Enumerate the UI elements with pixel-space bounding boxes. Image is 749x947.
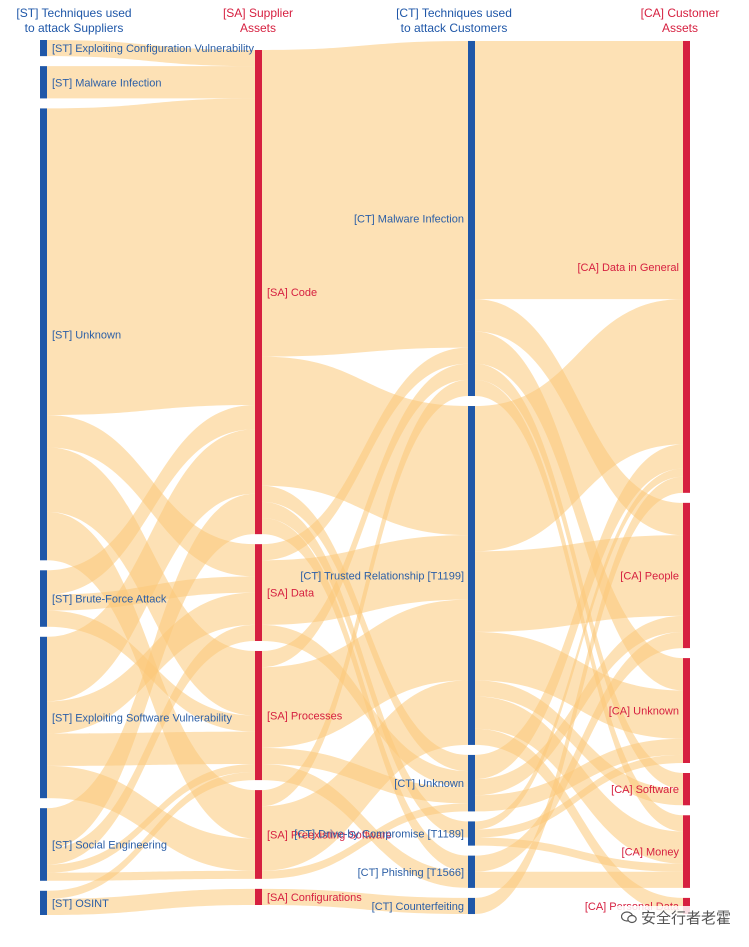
flow-ct_phish-to-ca_people	[475, 631, 683, 872]
label-ct_unk: [CT] Unknown	[394, 778, 464, 790]
flow-sa_pre-to-ct_mal	[262, 379, 468, 807]
label-sa_proc: [SA] Processes	[267, 711, 343, 723]
node-ca_pers[interactable]	[683, 897, 690, 915]
flow-ct_unk-to-ca_unk	[475, 738, 683, 812]
header-supplier-techniques: [ST] Techniques used to attack Suppliers	[4, 6, 144, 36]
flow-sa_proc-to-ct_trust	[262, 599, 468, 748]
flow-st_bfa-to-sa_code	[47, 405, 255, 595]
label-st_osint: [ST] OSINT	[52, 898, 109, 910]
flow-sa_proc-to-ct_mal	[262, 363, 468, 668]
sankey-nodes	[40, 40, 690, 915]
flow-sa_data-to-ct_mal	[262, 347, 468, 561]
label-ct_dbc: [CT] Drive-by Compromise [T1189]	[294, 829, 464, 841]
watermark-text: 安全行者老霍	[640, 910, 731, 927]
header-sa-text: [SA] Supplier Assets	[222, 6, 294, 35]
flow-ct_mal-to-ca_unk	[475, 331, 683, 691]
node-ca_soft[interactable]	[683, 772, 690, 806]
label-ct_phish: [CT] Phishing [T1566]	[358, 867, 464, 879]
node-sa_conf[interactable]	[255, 888, 262, 905]
node-sa_pre[interactable]	[255, 790, 262, 879]
flow-ct_trust-to-ca_pers	[475, 728, 683, 915]
label-st_bfa: [ST] Brute-Force Attack	[52, 594, 167, 606]
header-customer-assets: [CA] Customer Assets	[622, 6, 738, 36]
label-sa_data: [SA] Data	[267, 588, 315, 600]
flow-sa_code-to-ct_unk	[262, 485, 468, 772]
node-sa_data[interactable]	[255, 544, 262, 641]
flow-st_se-to-sa_code	[47, 493, 255, 849]
flow-ct_counter-to-ca_data	[475, 476, 683, 915]
label-ca_data: [CA] Data in General	[578, 262, 680, 274]
node-st_osint[interactable]	[40, 890, 47, 915]
flow-sa_pre-to-ct_trust	[262, 680, 468, 871]
label-ca_unk: [CA] Unknown	[609, 706, 679, 718]
flow-ct_trust-to-ca_soft	[475, 680, 683, 806]
flow-sa_code-to-ct_mal	[262, 40, 468, 357]
node-ct_unk[interactable]	[468, 754, 475, 812]
flow-sa_data-to-ct_trust	[262, 535, 468, 625]
flow-st_mal-to-sa_code	[47, 66, 255, 99]
flow-ct_trust-to-ca_data	[475, 299, 683, 552]
node-sa_code[interactable]	[255, 50, 262, 535]
label-ca_people: [CA] People	[620, 570, 679, 582]
flow-ct_unk-to-ca_people	[475, 615, 683, 796]
flow-ct_dbc-to-ca_unk	[475, 754, 683, 838]
flow-st_se-to-sa_data	[47, 624, 255, 865]
label-st_se: [ST] Social Engineering	[52, 839, 167, 851]
node-ct_mal[interactable]	[468, 40, 475, 397]
label-sa_code: [SA] Code	[267, 287, 317, 299]
flow-st_osint-to-sa_proc	[47, 772, 255, 899]
flow-st_osint-to-sa_conf	[47, 888, 255, 915]
node-st_bfa[interactable]	[40, 570, 47, 627]
node-st_se[interactable]	[40, 808, 47, 881]
header-ca-text: [CA] Customer Assets	[640, 6, 720, 35]
node-st_unk[interactable]	[40, 108, 47, 561]
label-st_ecv: [ST] Exploiting Configuration Vulnerabil…	[52, 43, 254, 55]
flow-st_esv-to-sa_code	[47, 429, 255, 702]
flow-st_se-to-sa_pre	[47, 870, 255, 881]
label-ca_money: [CA] Money	[622, 847, 680, 859]
label-st_esv: [ST] Exploiting Software Vulnerability	[52, 712, 232, 724]
node-st_ecv[interactable]	[40, 40, 47, 57]
label-sa_conf: [SA] Configurations	[267, 892, 362, 904]
node-ca_unk[interactable]	[683, 658, 690, 763]
node-st_mal[interactable]	[40, 66, 47, 99]
wechat-icon	[620, 911, 637, 924]
flow-ct_trust-to-ca_unk	[475, 631, 683, 739]
header-customer-techniques: [CT] Techniques used to attack Customers	[384, 6, 524, 36]
flow-ct_mal-to-ca_data	[475, 40, 683, 300]
label-ct_mal: [CT] Malware Infection	[354, 213, 464, 225]
label-st_mal: [ST] Malware Infection	[52, 77, 161, 89]
node-ca_people[interactable]	[683, 502, 690, 649]
sankey-links	[47, 40, 683, 915]
label-ca_soft: [CA] Software	[611, 784, 679, 796]
label-sa_pre: [SA] Preexisting Software	[267, 829, 392, 841]
header-ct-text: [CT] Techniques used to attack Customers	[396, 6, 512, 35]
header-supplier-assets: [SA] Supplier Assets	[210, 6, 306, 36]
flow-ct_unk-to-ca_data	[475, 444, 683, 780]
node-st_esv[interactable]	[40, 636, 47, 799]
label-ct_counter: [CT] Counterfeiting	[372, 901, 464, 913]
node-ca_data[interactable]	[683, 40, 690, 493]
flow-st_ecv-to-sa_code	[47, 40, 255, 67]
flow-sa_pre-to-ct_unk	[262, 803, 468, 879]
flow-sa_conf-to-ct_counter	[262, 888, 468, 915]
flow-ct_dbc-to-ca_data	[475, 468, 683, 830]
node-ct_dbc[interactable]	[468, 821, 475, 846]
node-ct_counter[interactable]	[468, 897, 475, 915]
flow-st_se-to-sa_proc	[47, 763, 255, 873]
flow-ct_phish-to-ca_money	[475, 871, 683, 888]
flow-st_unk-to-sa_code	[47, 98, 255, 416]
node-ct_phish[interactable]	[468, 855, 475, 888]
label-ct_trust: [CT] Trusted Relationship [T1199]	[300, 570, 464, 582]
label-st_unk: [ST] Unknown	[52, 329, 121, 341]
node-sa_proc[interactable]	[255, 650, 262, 781]
header-st-text: [ST] Techniques used to attack Suppliers	[16, 6, 132, 35]
node-ct_trust[interactable]	[468, 406, 475, 745]
flow-sa_proc-to-ct_phish	[262, 763, 468, 888]
node-ca_money[interactable]	[683, 815, 690, 888]
watermark: 安全行者老霍	[616, 906, 735, 929]
flow-ct_trust-to-ca_people	[475, 535, 683, 632]
